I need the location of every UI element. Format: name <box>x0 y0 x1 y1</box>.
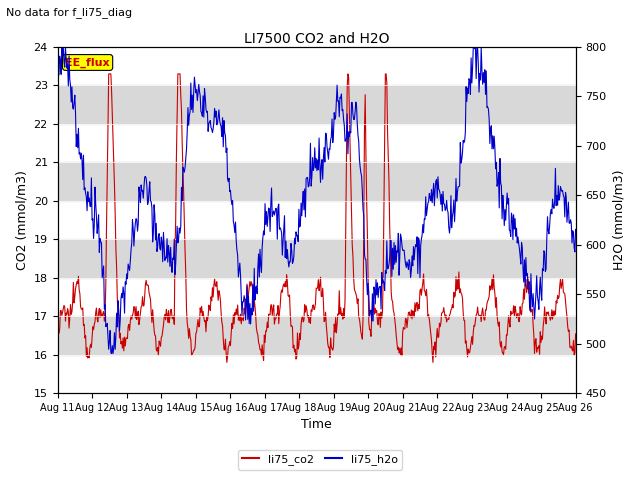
Bar <box>58 316 575 355</box>
Bar <box>58 239 575 278</box>
Bar <box>58 85 575 124</box>
X-axis label: Time: Time <box>301 419 332 432</box>
Text: EE_flux: EE_flux <box>65 57 110 68</box>
Y-axis label: H2O (mmol/m3): H2O (mmol/m3) <box>612 170 625 270</box>
Title: LI7500 CO2 and H2O: LI7500 CO2 and H2O <box>244 32 389 46</box>
Text: No data for f_li75_diag: No data for f_li75_diag <box>6 7 132 18</box>
Legend: li75_co2, li75_h2o: li75_co2, li75_h2o <box>238 450 402 469</box>
Y-axis label: CO2 (mmol/m3): CO2 (mmol/m3) <box>15 170 28 270</box>
Bar <box>58 162 575 201</box>
